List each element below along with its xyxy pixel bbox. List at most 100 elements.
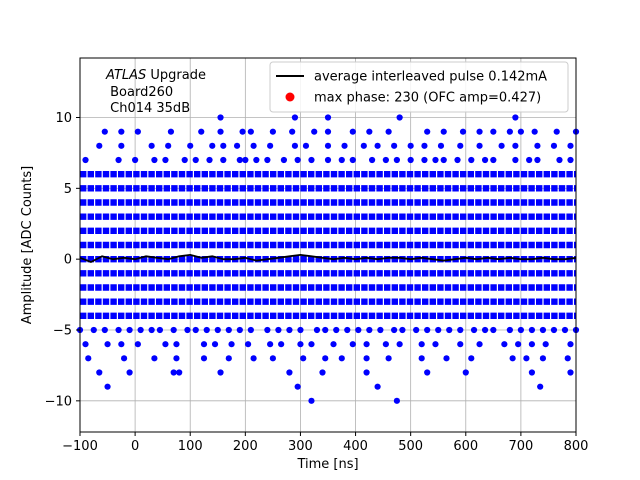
x-tick-label: 600 bbox=[453, 439, 478, 454]
sample-point bbox=[286, 326, 293, 334]
sample-point bbox=[506, 326, 513, 334]
x-tick-label: 200 bbox=[233, 439, 258, 454]
sample-point bbox=[170, 326, 177, 334]
sample-point bbox=[324, 128, 332, 135]
sample-point bbox=[82, 341, 89, 348]
x-tick-label: 0 bbox=[131, 439, 139, 454]
sample-point bbox=[115, 326, 122, 334]
sample-point bbox=[165, 142, 172, 149]
sample-point bbox=[278, 341, 285, 348]
sample-point bbox=[101, 128, 108, 135]
sample-point bbox=[220, 142, 227, 149]
sample-point bbox=[228, 341, 235, 348]
pulse-line-layer bbox=[79, 254, 577, 263]
sample-point bbox=[192, 156, 199, 164]
y-tick-label: 0 bbox=[64, 253, 72, 268]
sample-point bbox=[247, 326, 254, 334]
sample-point bbox=[468, 156, 475, 164]
sample-point bbox=[490, 326, 497, 334]
sample-point bbox=[192, 326, 199, 334]
sample-point bbox=[126, 326, 133, 334]
sample-point bbox=[311, 128, 318, 135]
sample-point bbox=[151, 355, 158, 362]
sample-point bbox=[512, 142, 519, 149]
sample-point bbox=[198, 128, 205, 135]
sample-point bbox=[217, 128, 224, 135]
sample-point bbox=[236, 326, 243, 334]
sample-point bbox=[96, 142, 103, 149]
sample-point bbox=[214, 326, 221, 334]
sample-point bbox=[457, 341, 464, 348]
sample-point bbox=[363, 355, 370, 362]
sample-point bbox=[294, 383, 301, 390]
sample-point bbox=[424, 128, 431, 135]
sample-point bbox=[162, 156, 169, 164]
sample-point bbox=[490, 156, 497, 164]
sample-point bbox=[446, 326, 453, 334]
sample-point bbox=[418, 341, 425, 348]
sample-point bbox=[275, 326, 282, 334]
sample-point bbox=[374, 383, 381, 390]
sample-point bbox=[239, 128, 246, 135]
sample-point bbox=[280, 156, 288, 164]
sample-point bbox=[363, 341, 370, 348]
sample-point bbox=[391, 142, 398, 149]
sample-point bbox=[399, 326, 406, 334]
sample-point bbox=[363, 369, 370, 376]
sample-point bbox=[242, 156, 249, 164]
sample-point bbox=[250, 355, 257, 362]
sample-point bbox=[253, 156, 260, 164]
sample-point bbox=[457, 326, 464, 334]
sample-point bbox=[82, 156, 89, 164]
sample-point bbox=[137, 326, 144, 334]
sample-point bbox=[200, 355, 208, 362]
sample-point bbox=[294, 156, 301, 164]
sample-point bbox=[424, 369, 431, 376]
sample-point bbox=[244, 341, 252, 348]
x-axis-label: Time [ns] bbox=[296, 457, 358, 472]
sample-point bbox=[308, 397, 315, 404]
sample-point bbox=[267, 341, 274, 348]
sample-point bbox=[413, 326, 420, 334]
sample-point bbox=[225, 355, 232, 362]
sample-point bbox=[203, 326, 210, 334]
sample-point bbox=[118, 142, 125, 149]
sample-point bbox=[170, 369, 177, 376]
sample-point bbox=[539, 355, 547, 362]
sample-point bbox=[550, 142, 558, 149]
sample-point bbox=[481, 156, 489, 164]
sample-point bbox=[134, 341, 141, 348]
sample-point bbox=[534, 156, 541, 164]
plot-frame bbox=[79, 57, 577, 433]
y-tick-label: 10 bbox=[55, 111, 72, 126]
sample-point bbox=[217, 369, 224, 376]
sample-point bbox=[374, 142, 381, 149]
sample-point bbox=[517, 128, 524, 135]
y-tick-label: −5 bbox=[53, 324, 72, 339]
sample-point bbox=[391, 326, 398, 334]
sample-point bbox=[457, 142, 464, 149]
sample-point bbox=[96, 369, 103, 376]
sample-point bbox=[567, 369, 574, 376]
sample-point bbox=[561, 326, 569, 334]
annotation-upgrade: Upgrade bbox=[146, 68, 206, 83]
pulse-line bbox=[79, 254, 577, 263]
sample-point bbox=[338, 355, 345, 362]
sample-point bbox=[440, 128, 447, 135]
x-tick-label: 700 bbox=[508, 439, 533, 454]
sample-point bbox=[324, 156, 332, 164]
sample-point bbox=[173, 341, 180, 348]
sample-point bbox=[291, 142, 299, 149]
sample-point bbox=[187, 142, 194, 149]
sample-point bbox=[173, 355, 180, 362]
x-tick-label: 800 bbox=[564, 439, 589, 454]
sample-point bbox=[528, 326, 536, 334]
sample-point bbox=[120, 355, 128, 362]
sample-point bbox=[366, 128, 373, 135]
sample-point bbox=[286, 369, 293, 376]
sample-point bbox=[459, 128, 467, 135]
sample-point bbox=[567, 156, 574, 164]
sample-point bbox=[308, 156, 315, 164]
sample-point bbox=[440, 156, 447, 164]
sample-point bbox=[385, 128, 392, 135]
